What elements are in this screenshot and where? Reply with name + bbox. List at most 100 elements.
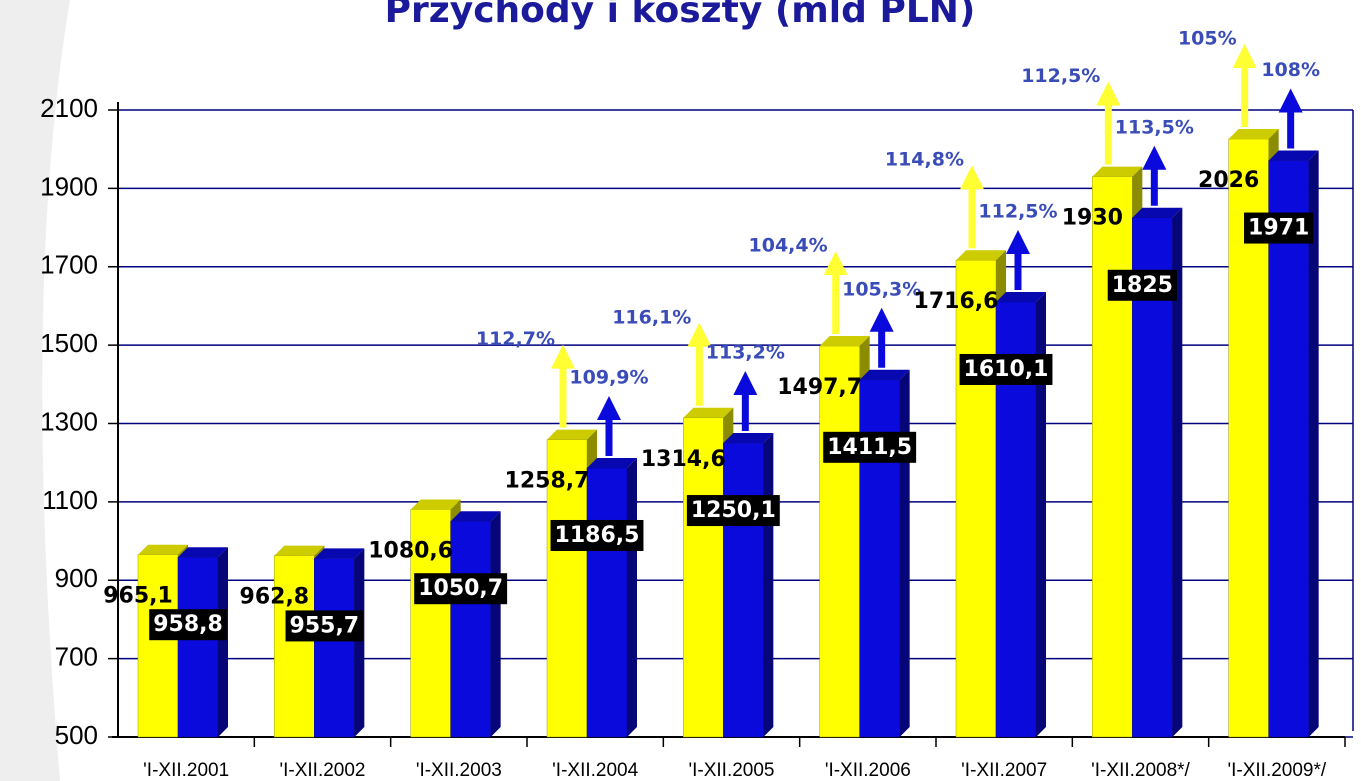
value-label-box [686,495,780,527]
growth-arrow-head [687,322,712,347]
bar-side [1172,207,1183,737]
bar-side [354,548,365,737]
bar-top [683,407,734,418]
growth-label: 114,8% [885,149,964,171]
bar-side [627,457,637,737]
value-label: 1825 [1112,273,1173,298]
value-label: 1497,7 [777,375,862,400]
growth-arrow-head [1096,81,1121,106]
value-label-box [959,353,1053,385]
bar [683,407,734,738]
bar-front [274,555,315,738]
bar [586,457,637,738]
bar-front [683,417,724,738]
growth-label: 112,5% [1021,65,1100,87]
x-tick-label: 'I-XII.2009*/ [1227,760,1326,781]
bar-front [819,345,860,738]
value-label-box [414,573,508,605]
growth-label: 108% [1261,59,1320,81]
growth-label: 105% [1178,27,1237,49]
bar-top [1092,166,1143,177]
x-tick-label: 'I-XII.2002 [279,760,365,781]
growth-arrow-head [551,344,575,369]
y-tick-label: 1500 [40,328,98,358]
value-label: 965,1 [103,584,173,609]
value-label: 1258,7 [505,469,590,494]
value-label: 1716,6 [914,289,999,314]
bar-front [1092,176,1133,738]
bar [859,369,910,738]
bar [274,545,325,738]
bar-front [177,556,219,738]
growth-label: 113,5% [1115,116,1194,138]
value-label-box [1244,212,1314,244]
bar-top [274,545,325,556]
bar-side [1036,291,1046,737]
growth-arrow-head [1278,88,1303,113]
bar-top [178,547,228,558]
bar-front [723,442,764,738]
growth-label: 113,2% [706,342,785,364]
bar-top [859,369,910,380]
growth-label: 109,9% [569,366,648,388]
chart-title: Przychody i koszty (mld PLN) [385,0,976,31]
growth-label: 116,1% [612,306,691,328]
x-tick-label: 'I-XII.2008*/ [1091,760,1190,781]
growth-arrow-head [733,371,758,396]
value-label: 1080,6 [368,538,453,563]
y-tick-label: 1700 [40,250,98,280]
y-tick-label: 2100 [40,93,98,123]
y-tick-label: 1300 [40,406,98,436]
bar [314,548,365,738]
bar [450,511,501,738]
growth-arrow-head [1006,229,1030,254]
bar [1268,150,1319,738]
value-label-box [823,431,917,463]
x-tick-label: 'I-XII.2005 [688,760,774,781]
bar-front [586,467,628,738]
bar-side [490,511,501,737]
bar-front [410,509,451,738]
bar-side [763,433,774,737]
bar-front [955,259,997,738]
growth-arrow-head [1142,145,1167,170]
value-label-box [149,609,227,641]
value-label: 1930 [1062,206,1123,231]
bar-side [899,369,910,737]
x-tick-label: 'I-XII.2001 [143,760,229,781]
value-label-box [285,610,364,642]
x-tick-label: 'I-XII.2007 [961,760,1047,781]
bar-top [450,511,501,522]
bar-top [1132,207,1183,218]
bar-top [410,499,461,510]
value-label: 2026 [1198,168,1259,193]
growth-arrow-head [960,165,984,190]
x-tick-label: 'I-XII.2004 [552,760,638,781]
bar-front [1268,160,1309,738]
bar-top [723,433,774,444]
background-swoosh [0,0,70,781]
value-label: 1411,5 [827,435,912,460]
bar-side [1308,150,1319,737]
bar-top [587,457,637,468]
value-label: 1250,1 [691,498,776,523]
growth-label: 104,4% [749,235,828,257]
bar [177,547,228,738]
y-tick-label: 700 [55,642,98,672]
x-tick-label: 'I-XII.2003 [416,760,502,781]
value-label: 1050,7 [418,576,503,601]
value-label: 958,8 [153,612,223,637]
y-tick-label: 900 [55,563,98,593]
bar-front [137,554,179,738]
value-label: 955,7 [290,613,360,638]
bar-top [996,291,1046,302]
y-tick-label: 1900 [40,171,98,201]
growth-label: 112,7% [476,328,555,350]
value-label: 1186,5 [555,523,640,548]
bar-top [956,250,1006,261]
growth-arrow-head [1232,43,1257,68]
y-tick-label: 500 [55,720,98,750]
value-label: 1314,6 [641,447,726,472]
bar-top [1228,128,1279,139]
